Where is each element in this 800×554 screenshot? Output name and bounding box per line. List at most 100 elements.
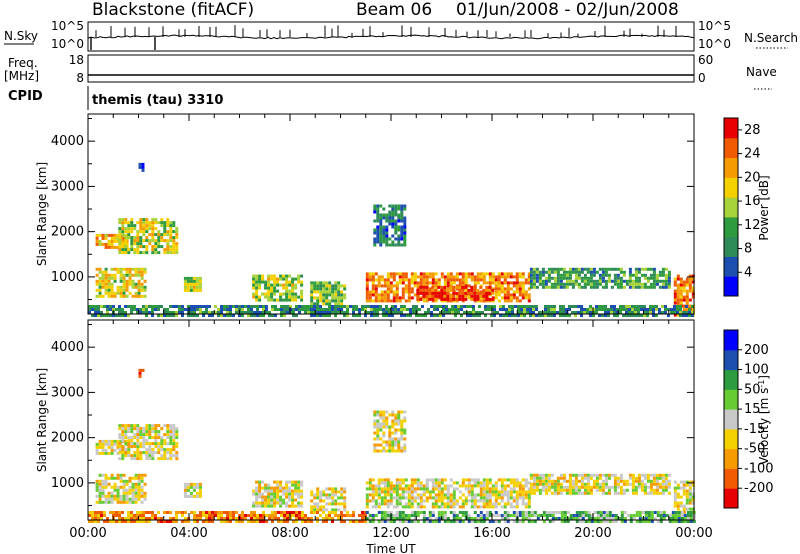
power-cell	[655, 305, 658, 308]
power-cell	[424, 314, 427, 317]
power-cell	[529, 311, 532, 314]
velocity-cell	[599, 514, 603, 517]
colorbar-swatch	[724, 157, 738, 178]
velocity-cell	[322, 520, 325, 523]
power-cell	[319, 281, 323, 285]
velocity-cell	[371, 520, 375, 523]
power-cell	[319, 308, 322, 311]
power-cell	[583, 267, 587, 271]
velocity-cell	[437, 493, 441, 497]
velocity-cell	[605, 511, 609, 514]
velocity-cell	[419, 496, 423, 500]
velocity-cell	[391, 431, 395, 435]
velocity-cell	[259, 520, 262, 523]
velocity-cell	[419, 481, 423, 485]
ytick-label: 1000	[51, 270, 84, 285]
velocity-cell	[550, 479, 554, 483]
power-cell	[544, 305, 547, 308]
velocity-cell	[377, 481, 381, 485]
power-cell	[319, 287, 323, 291]
colorbar-swatch	[724, 197, 738, 218]
power-cell	[619, 270, 623, 274]
power-cell	[166, 248, 170, 252]
velocity-cell	[136, 433, 140, 437]
velocity-cell	[160, 436, 164, 440]
velocity-cell	[518, 484, 522, 488]
velocity-cell	[443, 514, 447, 517]
power-cell	[541, 267, 545, 271]
velocity-cell	[264, 501, 268, 505]
velocity-cell	[518, 511, 522, 514]
power-cell	[373, 231, 377, 235]
velocity-cell	[485, 490, 489, 494]
power-cell	[479, 299, 483, 303]
velocity-cell	[688, 507, 692, 511]
power-cell	[679, 277, 683, 281]
power-cell	[316, 305, 319, 308]
velocity-cell	[337, 517, 340, 520]
power-cell	[376, 216, 380, 220]
velocity-cell	[104, 448, 108, 452]
power-cell	[437, 285, 441, 289]
power-cell	[625, 305, 628, 308]
velocity-cell	[434, 502, 438, 506]
velocity-cell	[647, 517, 651, 520]
power-cell	[676, 308, 679, 311]
power-cell	[295, 305, 298, 308]
velocity-cell	[643, 476, 647, 480]
velocity-cell	[577, 485, 581, 489]
power-cell	[497, 278, 501, 282]
velocity-cell	[154, 433, 158, 437]
velocity-cell	[419, 505, 423, 509]
velocity-cell	[157, 430, 161, 434]
power-cell	[134, 294, 138, 298]
velocity-cell	[376, 422, 380, 426]
velocity-cell	[193, 511, 196, 514]
velocity-cell	[130, 442, 134, 446]
power-cell	[652, 305, 655, 308]
power-cell	[98, 279, 102, 283]
power-cell	[300, 280, 304, 284]
velocity-cell	[319, 493, 323, 497]
power-cell	[141, 168, 145, 172]
power-cell	[124, 251, 128, 255]
velocity-cell	[383, 481, 387, 485]
velocity-cell	[294, 504, 298, 508]
velocity-cell	[288, 498, 292, 502]
power-cell	[229, 311, 232, 314]
power-cell	[469, 305, 472, 308]
power-cell	[509, 287, 513, 291]
velocity-cell	[300, 480, 304, 484]
power-cell	[376, 225, 380, 229]
velocity-cell	[134, 491, 138, 495]
power-cell	[625, 314, 628, 317]
velocity-cell	[539, 514, 543, 517]
velocity-cell	[607, 491, 611, 495]
velocity-cell	[667, 491, 671, 495]
velocity-cell	[398, 502, 402, 506]
power-cell	[443, 285, 447, 289]
velocity-cell	[169, 424, 173, 428]
power-cell	[267, 274, 271, 278]
velocity-cell	[655, 482, 659, 486]
power-cell	[106, 308, 109, 311]
velocity-cell	[671, 511, 675, 514]
velocity-cell	[380, 514, 384, 517]
power-cell	[264, 280, 268, 284]
power-cell	[535, 270, 539, 274]
power-cell	[676, 301, 680, 305]
velocity-cell	[325, 493, 329, 497]
power-cell	[448, 308, 451, 311]
power-cell	[568, 276, 572, 280]
power-cell	[118, 227, 122, 231]
velocity-cell	[142, 514, 145, 517]
power-cell	[682, 307, 686, 311]
power-cell	[476, 291, 480, 295]
power-cell	[118, 251, 122, 255]
power-cell	[515, 281, 519, 285]
velocity-cell	[127, 448, 131, 452]
power-cell	[691, 274, 695, 278]
power-cell	[512, 275, 516, 279]
velocity-cell	[202, 511, 205, 514]
velocity-cell	[407, 493, 411, 497]
